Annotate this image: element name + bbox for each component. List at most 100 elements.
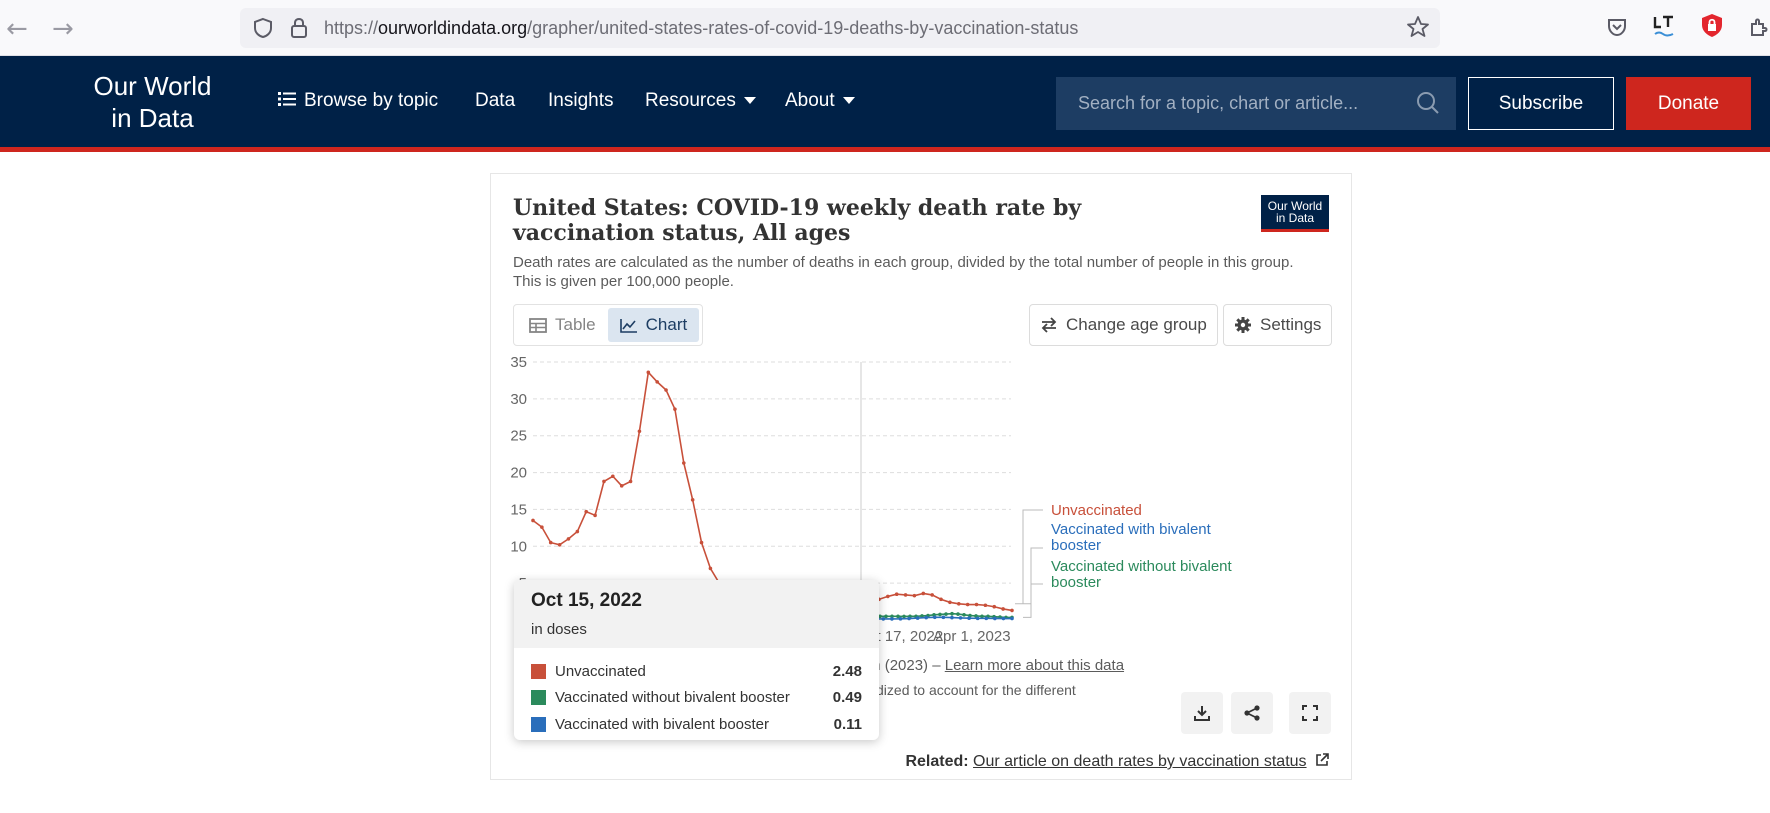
- data-point: [881, 617, 886, 621]
- caret-down-icon: [842, 97, 855, 105]
- download-button[interactable]: [1181, 692, 1223, 734]
- search-input[interactable]: [1056, 77, 1396, 130]
- data-point: [921, 591, 926, 596]
- y-tick-label: 30: [510, 391, 527, 408]
- tab-table[interactable]: Table: [517, 308, 608, 342]
- data-point: [886, 594, 890, 599]
- data-point: [1010, 616, 1014, 621]
- change-age-group-button[interactable]: Change age group: [1029, 304, 1218, 346]
- browser-toolbar: ← → https://ourworldindata.org/grapher/u…: [0, 0, 1770, 56]
- tooltip-row-with-bivalent: Vaccinated with bivalent booster 0.11: [531, 715, 862, 735]
- forward-icon[interactable]: →: [52, 14, 74, 44]
- data-point: [965, 602, 970, 607]
- legend-label[interactable]: booster: [1051, 537, 1101, 554]
- data-point: [646, 370, 651, 375]
- donate-button[interactable]: Donate: [1626, 77, 1751, 130]
- view-tabs: Table Chart: [513, 304, 704, 346]
- list-icon: [278, 92, 296, 106]
- gear-icon: [1235, 317, 1251, 333]
- data-point: [1001, 616, 1006, 621]
- data-point: [992, 604, 997, 609]
- related-article: Related: Our article on death rates by v…: [905, 753, 1329, 771]
- grid-layer: [533, 361, 1011, 584]
- nav-resources[interactable]: Resources: [645, 90, 756, 112]
- data-point: [993, 616, 997, 621]
- y-tick-label: 35: [510, 354, 527, 371]
- series-line-unvaccinated[interactable]: [532, 370, 1013, 612]
- caret-down-icon: [743, 97, 756, 105]
- data-point: [1001, 607, 1005, 611]
- data-point: [939, 597, 943, 602]
- data-point: [894, 592, 899, 596]
- search-box: [1056, 77, 1456, 130]
- tooltip-unit: in doses: [531, 621, 587, 638]
- back-icon[interactable]: ←: [6, 14, 28, 44]
- owid-badge[interactable]: Our World in Data: [1261, 195, 1329, 232]
- ublock-icon[interactable]: [1700, 13, 1724, 44]
- fullscreen-icon: [1302, 705, 1318, 721]
- fullscreen-button[interactable]: [1289, 692, 1331, 734]
- legend-connector: [1015, 509, 1043, 618]
- data-point: [531, 518, 535, 523]
- data-point: [944, 612, 948, 616]
- data-point: [962, 613, 966, 617]
- line-chart-icon: [619, 318, 637, 333]
- nav-about[interactable]: About: [785, 90, 855, 112]
- related-article-link[interactable]: Our article on death rates by vaccinatio…: [973, 753, 1307, 770]
- legend-label[interactable]: Vaccinated without bivalent: [1051, 558, 1232, 575]
- data-point: [708, 566, 713, 571]
- data-point: [956, 601, 961, 606]
- address-bar[interactable]: https://ourworldindata.org/grapher/unite…: [240, 8, 1440, 48]
- lock-icon[interactable]: [288, 16, 310, 45]
- site-logo[interactable]: Our World in Data: [93, 71, 212, 133]
- extensions-icon[interactable]: [1748, 16, 1770, 43]
- data-point: [890, 617, 894, 621]
- table-icon: [529, 317, 547, 333]
- legend-label[interactable]: Unvaccinated: [1051, 502, 1142, 519]
- settings-button[interactable]: Settings: [1223, 304, 1333, 346]
- data-point: [584, 509, 589, 514]
- data-point: [593, 513, 597, 518]
- chart-subtitle: Death rates are calculated as the number…: [513, 254, 1294, 290]
- y-tick-label: 25: [510, 428, 527, 445]
- data-point: [896, 614, 900, 619]
- nav-data[interactable]: Data: [475, 90, 516, 111]
- tooltip-row-unvaccinated: Unvaccinated 2.48: [531, 662, 862, 682]
- share-button[interactable]: [1231, 692, 1273, 734]
- tab-chart[interactable]: Chart: [607, 308, 700, 342]
- data-point: [950, 615, 954, 620]
- data-point: [681, 461, 686, 465]
- legend-label[interactable]: booster: [1051, 574, 1101, 591]
- data-point: [950, 611, 954, 616]
- color-swatch: [531, 717, 546, 732]
- data-point: [611, 474, 615, 479]
- legend-label[interactable]: Vaccinated with bivalent: [1051, 521, 1212, 538]
- nav-insights[interactable]: Insights: [548, 90, 614, 111]
- data-point: [878, 614, 882, 619]
- tooltip-row-without-bivalent: Vaccinated without bivalent booster 0.49: [531, 688, 862, 708]
- share-icon: [1244, 705, 1260, 721]
- bookmark-star-icon[interactable]: [1406, 15, 1430, 44]
- shield-icon[interactable]: [252, 17, 274, 44]
- data-point: [690, 498, 695, 502]
- data-point: [655, 380, 659, 384]
- nav-browse-by-topic[interactable]: Browse by topic: [278, 90, 438, 112]
- learn-more-link[interactable]: Learn more about this data: [944, 657, 1125, 674]
- data-point: [637, 429, 642, 434]
- color-swatch: [531, 664, 546, 679]
- y-axis-labels: 5101520253035: [510, 354, 527, 592]
- search-icon[interactable]: [1416, 91, 1440, 120]
- subscribe-button[interactable]: Subscribe: [1468, 77, 1614, 130]
- languagetool-icon[interactable]: [1652, 14, 1676, 45]
- pocket-icon[interactable]: [1606, 16, 1628, 43]
- data-point: [948, 600, 952, 605]
- color-swatch: [531, 690, 546, 705]
- data-point: [575, 529, 580, 534]
- data-point: [975, 616, 980, 621]
- data-point: [566, 537, 571, 541]
- download-icon: [1194, 706, 1210, 721]
- x-tick-label: Apr 1, 2023: [933, 628, 1011, 645]
- data-point: [898, 617, 903, 621]
- data-point: [1010, 608, 1014, 613]
